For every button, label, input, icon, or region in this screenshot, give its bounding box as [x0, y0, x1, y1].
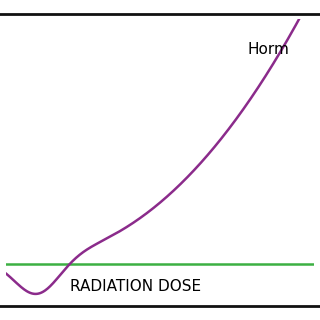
Text: Horm: Horm [247, 42, 289, 57]
Text: RADIATION DOSE: RADIATION DOSE [70, 279, 201, 294]
